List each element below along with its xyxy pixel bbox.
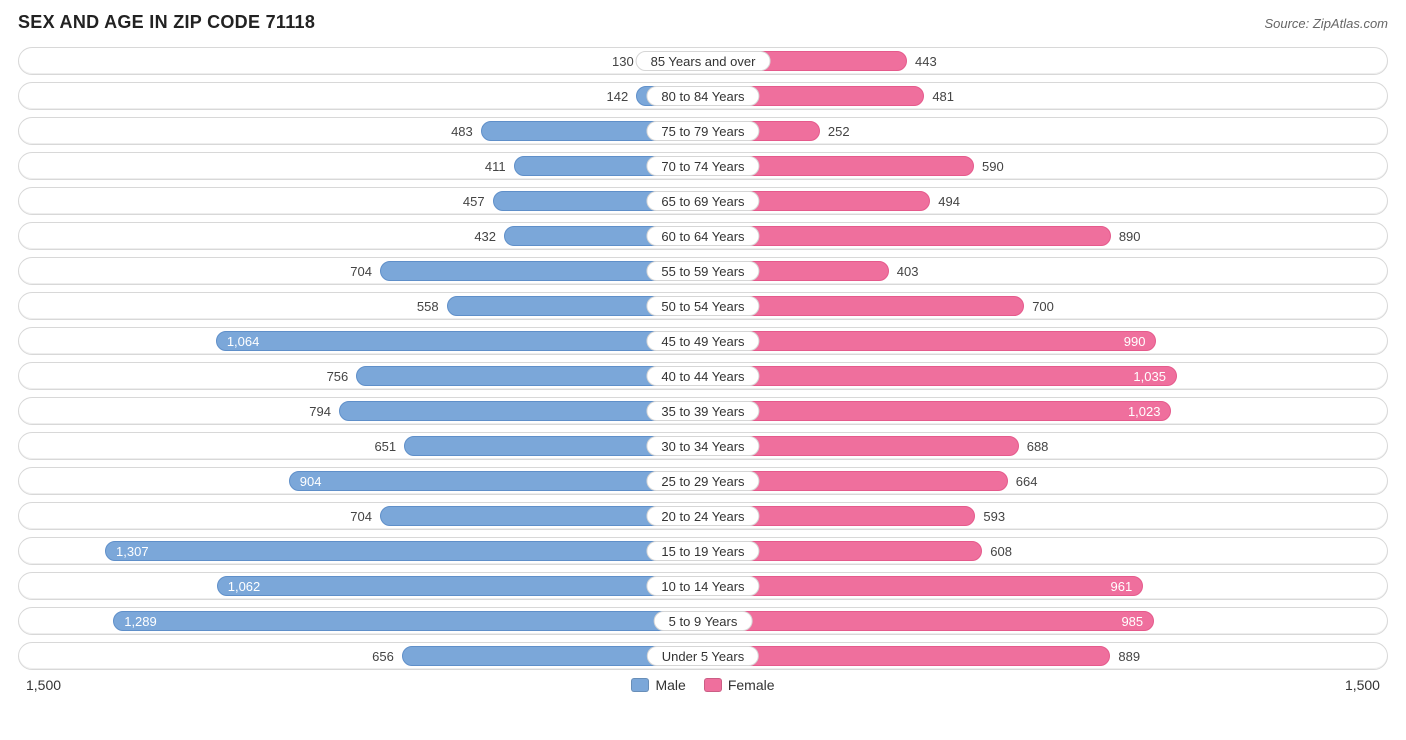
population-pyramid-chart: 13044385 Years and over14248180 to 84 Ye… <box>18 47 1388 670</box>
age-category-label: 50 to 54 Years <box>646 296 759 316</box>
female-value-label: 494 <box>930 194 968 209</box>
chart-footer: 1,500 Male Female 1,500 <box>18 677 1388 693</box>
female-bar: 985 <box>705 611 1154 631</box>
male-value-label: 1,307 <box>116 544 149 559</box>
pyramid-row: 432 890 60 to 64 Years <box>18 222 1388 250</box>
chart-source: Source: ZipAtlas.com <box>1264 16 1388 31</box>
age-category-label: 65 to 69 Years <box>646 191 759 211</box>
male-value-label: 704 <box>342 264 380 279</box>
female-bar: 990 <box>705 331 1156 351</box>
pyramid-row: 483 252 75 to 79 Years <box>18 117 1388 145</box>
pyramid-row: 411 590 70 to 74 Years <box>18 152 1388 180</box>
age-category-label: 15 to 19 Years <box>646 541 759 561</box>
male-value-label: 651 <box>366 439 404 454</box>
male-value-label: 558 <box>409 299 447 314</box>
chart-title: SEX AND AGE IN ZIP CODE 71118 <box>18 12 315 33</box>
female-value-label: 890 <box>1111 229 1149 244</box>
female-bar: 1,035 <box>705 366 1177 386</box>
male-bar: 1,062 <box>217 576 701 596</box>
female-bar <box>705 646 1110 666</box>
chart-legend: Male Female <box>631 677 774 693</box>
pyramid-row: 457 494 65 to 69 Years <box>18 187 1388 215</box>
age-category-label: 25 to 29 Years <box>646 471 759 491</box>
age-category-label: Under 5 Years <box>647 646 759 666</box>
legend-swatch-female <box>704 678 722 692</box>
legend-swatch-male <box>631 678 649 692</box>
male-value-label: 411 <box>477 159 514 174</box>
male-value-label: 704 <box>342 509 380 524</box>
age-category-label: 45 to 49 Years <box>646 331 759 351</box>
female-value-label: 664 <box>1008 474 1046 489</box>
male-value-label: 1,064 <box>227 334 260 349</box>
age-category-label: 60 to 64 Years <box>646 226 759 246</box>
age-category-label: 35 to 39 Years <box>646 401 759 421</box>
legend-label-male: Male <box>655 677 685 693</box>
pyramid-row: 704 593 20 to 24 Years <box>18 502 1388 530</box>
pyramid-row: 904 664 25 to 29 Years <box>18 467 1388 495</box>
pyramid-row: 142 481 80 to 84 Years <box>18 82 1388 110</box>
pyramid-row: 558 700 50 to 54 Years <box>18 292 1388 320</box>
age-category-label: 55 to 59 Years <box>646 261 759 281</box>
male-value-label: 756 <box>319 369 357 384</box>
pyramid-row: 656 889 Under 5 Years <box>18 642 1388 670</box>
female-value-label: 1,035 <box>1133 369 1166 384</box>
pyramid-row: 1,062 961 10 to 14 Years <box>18 572 1388 600</box>
male-value-label: 1,289 <box>124 614 157 629</box>
age-category-label: 40 to 44 Years <box>646 366 759 386</box>
female-bar: 1,023 <box>705 401 1171 421</box>
male-value-label: 1,062 <box>228 579 261 594</box>
axis-right-label: 1,500 <box>1345 677 1380 693</box>
male-bar: 1,064 <box>216 331 701 351</box>
male-value-label: 432 <box>466 229 504 244</box>
male-value-label: 656 <box>364 649 402 664</box>
female-value-label: 990 <box>1124 334 1146 349</box>
pyramid-row: 13044385 Years and over <box>18 47 1388 75</box>
pyramid-row: 704 403 55 to 59 Years <box>18 257 1388 285</box>
age-category-label: 10 to 14 Years <box>646 576 759 596</box>
female-value-label: 590 <box>974 159 1012 174</box>
pyramid-row: 1,307 608 15 to 19 Years <box>18 537 1388 565</box>
chart-header: SEX AND AGE IN ZIP CODE 71118 Source: Zi… <box>18 12 1388 33</box>
male-bar: 1,289 <box>113 611 701 631</box>
pyramid-row: 651 688 30 to 34 Years <box>18 432 1388 460</box>
male-value-label: 904 <box>300 474 322 489</box>
female-value-label: 688 <box>1019 439 1057 454</box>
age-category-label: 30 to 34 Years <box>646 436 759 456</box>
female-value-label: 443 <box>907 54 945 69</box>
age-category-label: 85 Years and over <box>636 51 771 71</box>
age-category-label: 80 to 84 Years <box>646 86 759 106</box>
female-value-label: 889 <box>1110 649 1148 664</box>
female-bar: 961 <box>705 576 1143 596</box>
age-category-label: 5 to 9 Years <box>654 611 753 631</box>
male-value-label: 794 <box>301 404 339 419</box>
female-value-label: 1,023 <box>1128 404 1161 419</box>
female-value-label: 985 <box>1121 614 1143 629</box>
age-category-label: 75 to 79 Years <box>646 121 759 141</box>
pyramid-row: 1,064 990 45 to 49 Years <box>18 327 1388 355</box>
axis-left-label: 1,500 <box>26 677 61 693</box>
female-bar <box>705 226 1111 246</box>
male-value-label: 457 <box>455 194 493 209</box>
pyramid-row: 794 1,023 35 to 39 Years <box>18 397 1388 425</box>
female-value-label: 608 <box>982 544 1020 559</box>
female-value-label: 593 <box>975 509 1013 524</box>
male-value-label: 142 <box>599 89 637 104</box>
legend-item-female: Female <box>704 677 775 693</box>
legend-label-female: Female <box>728 677 775 693</box>
female-value-label: 700 <box>1024 299 1062 314</box>
male-value-label: 483 <box>443 124 481 139</box>
legend-item-male: Male <box>631 677 685 693</box>
age-category-label: 70 to 74 Years <box>646 156 759 176</box>
female-value-label: 403 <box>889 264 927 279</box>
female-value-label: 481 <box>924 89 962 104</box>
age-category-label: 20 to 24 Years <box>646 506 759 526</box>
male-bar: 904 <box>289 471 701 491</box>
pyramid-row: 1,289 985 5 to 9 Years <box>18 607 1388 635</box>
male-bar: 1,307 <box>105 541 701 561</box>
pyramid-row: 756 1,035 40 to 44 Years <box>18 362 1388 390</box>
female-value-label: 252 <box>820 124 858 139</box>
female-value-label: 961 <box>1111 579 1133 594</box>
